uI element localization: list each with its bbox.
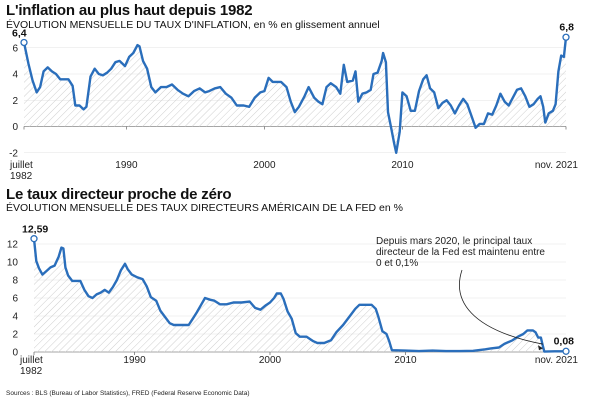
y-tick-label: -2 — [9, 148, 18, 159]
chart-1-subtitle-rest: , en % en glissement annuel — [247, 19, 380, 31]
series-line — [22, 37, 568, 154]
last-value-label: 6,8 — [559, 21, 574, 33]
annotation-arrow — [459, 269, 544, 345]
first-value-label: 6,4 — [12, 28, 27, 40]
x-tick-label: 1990 — [115, 160, 138, 171]
x-tick-label: 2010 — [394, 355, 417, 366]
chart-2-subtitle: Évolution mensuelle des taux directeurs … — [6, 202, 403, 214]
first-value-label: 12,59 — [22, 224, 48, 236]
chart-1-title: L'inflation au plus haut depuis 1982 — [6, 2, 253, 19]
y-tick-label: 12 — [7, 240, 19, 251]
x-tick-label: nov. 2021 — [535, 160, 579, 171]
series-line — [32, 238, 566, 353]
area-fill — [24, 37, 566, 153]
annotation-arrowhead — [538, 345, 544, 351]
y-tick-label: 8 — [12, 276, 18, 287]
y-tick-label: 2 — [12, 96, 18, 107]
y-tick-label: 4 — [12, 70, 18, 81]
last-point — [562, 33, 570, 41]
annotation-text: 0 et 0,1% — [376, 258, 418, 269]
x-tick-label: juillet — [9, 160, 33, 171]
y-tick-label: 6 — [12, 43, 18, 54]
y-tick-label: 2 — [12, 330, 18, 341]
first-point — [20, 38, 28, 47]
x-tick-label: nov. 2021 — [535, 355, 579, 366]
x-tick-label: 1990 — [123, 355, 146, 366]
y-tick-label: 0 — [12, 122, 18, 133]
annotation-text: directeur de la Fed est maintenu entre — [376, 247, 545, 258]
x-tick-label: 2000 — [253, 160, 276, 171]
last-value-label: 0,08 — [554, 335, 575, 347]
y-tick-label: 4 — [12, 312, 18, 323]
y-tick-label: 0 — [12, 348, 18, 359]
area-fill — [34, 238, 566, 352]
x-tick-label-year: 1982 — [20, 366, 43, 377]
x-tick-label: juillet — [19, 355, 43, 366]
last-point — [562, 347, 570, 355]
chart-2-subtitle-rest: en % — [376, 202, 403, 214]
y-tick-label: 6 — [12, 294, 18, 305]
x-tick-label: 2010 — [391, 160, 414, 171]
first-point — [30, 235, 38, 243]
y-tick-label: 10 — [7, 258, 19, 269]
chart-2-title: Le taux directeur proche de zéro — [6, 186, 232, 203]
chart-1-subtitle-caps: Évolution mensuelle du taux d'inflation — [6, 19, 248, 31]
x-tick-label-year: 1982 — [10, 171, 33, 182]
source-note: Sources : BLS (Bureau of Labor Statistic… — [6, 390, 250, 397]
chart-2-subtitle-caps: Évolution mensuelle des taux directeurs … — [6, 202, 377, 214]
chart-1-subtitle: Évolution mensuelle du taux d'inflation,… — [6, 19, 380, 31]
x-tick-label: 2000 — [259, 355, 282, 366]
annotation-text: Depuis mars 2020, le principal taux — [376, 236, 532, 247]
